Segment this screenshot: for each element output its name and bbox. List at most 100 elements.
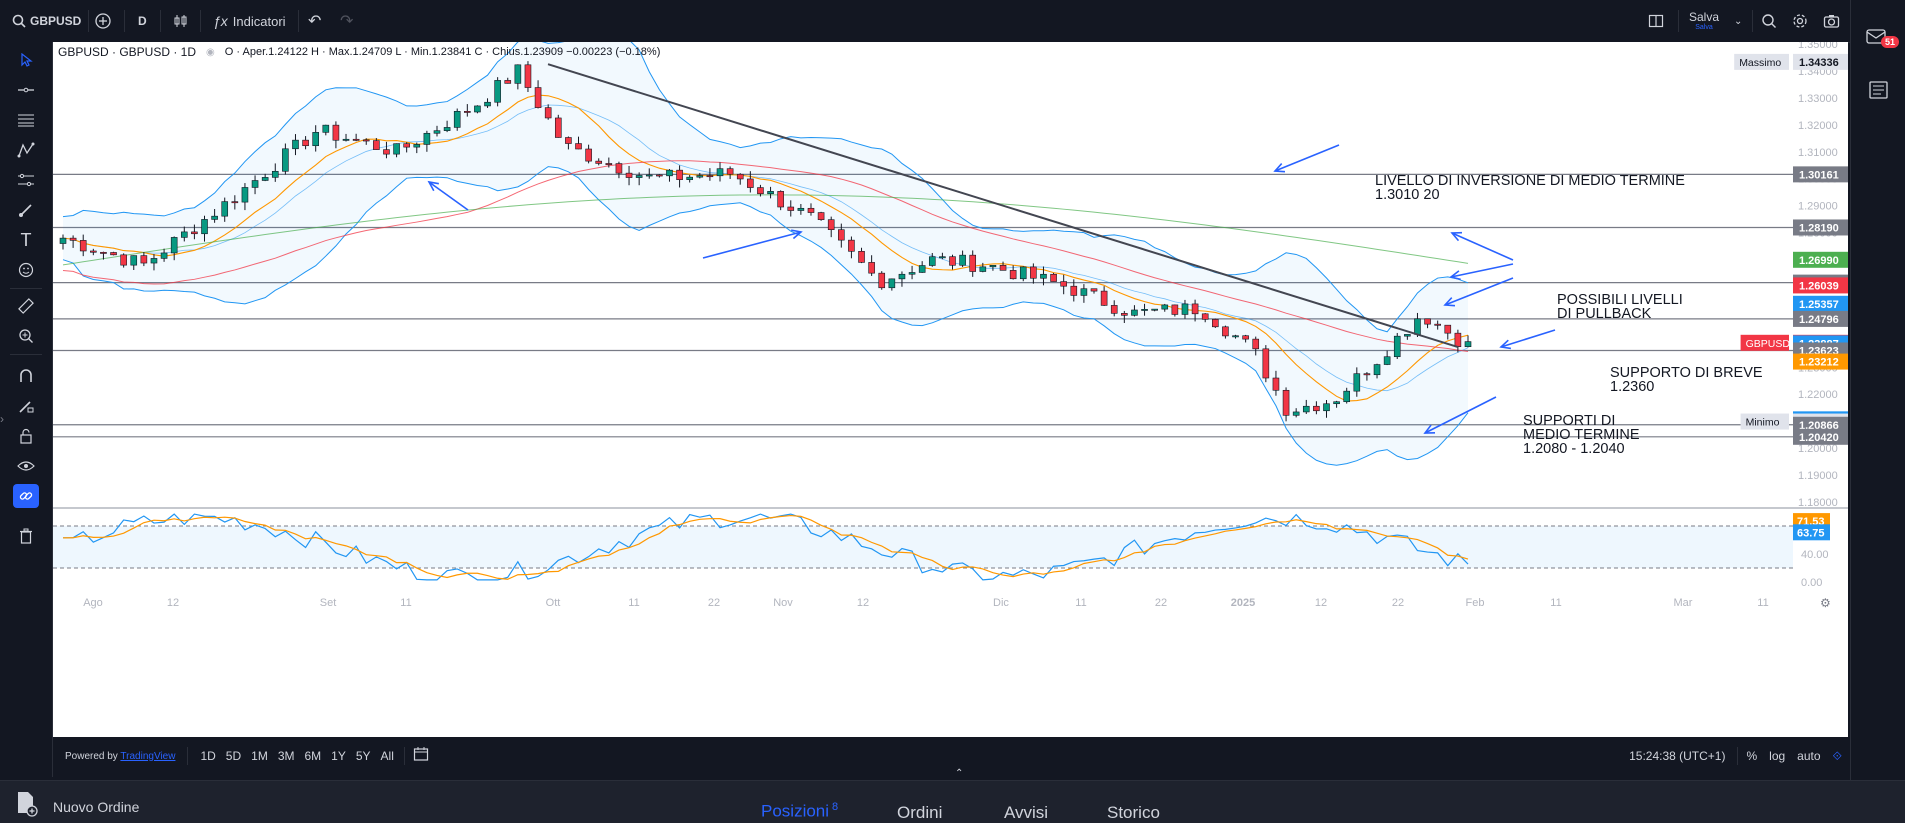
candle-body bbox=[959, 254, 966, 266]
price-chart[interactable]: 1.350001.340001.330001.320001.310001.300… bbox=[53, 30, 1848, 737]
range-5y[interactable]: 5Y bbox=[355, 749, 371, 763]
new-order-button[interactable] bbox=[16, 791, 38, 822]
log-toggle[interactable]: log bbox=[1769, 749, 1786, 763]
text-tool[interactable]: T bbox=[13, 228, 39, 252]
candle-body bbox=[1171, 304, 1179, 315]
annotation-arrow-head bbox=[1499, 339, 1512, 350]
compare-symbol-button[interactable] bbox=[95, 0, 111, 42]
legend-eye-icon[interactable]: ◉ bbox=[206, 46, 215, 58]
quick-search-button[interactable] bbox=[1761, 0, 1777, 42]
new-order-label[interactable]: Nuovo Ordine bbox=[53, 799, 140, 815]
lock-tool[interactable] bbox=[13, 424, 39, 448]
time-tick: Feb bbox=[1466, 597, 1485, 609]
time-tick: 11 bbox=[628, 597, 639, 609]
zoom-tool[interactable] bbox=[13, 324, 39, 348]
prediction-tool[interactable] bbox=[13, 168, 39, 192]
collapse-toolbar-icon[interactable]: › bbox=[0, 412, 4, 426]
range-1y[interactable]: 1Y bbox=[331, 749, 346, 763]
time-tick: Ott bbox=[546, 597, 561, 609]
save-menu-button[interactable]: ⌄ bbox=[1734, 0, 1742, 42]
layout-button[interactable] bbox=[1648, 0, 1664, 42]
chart-legend: GBPUSD · GBPUSD · 1D ◉ O · Aper.1.24122 … bbox=[58, 45, 660, 59]
candle-body bbox=[1009, 270, 1017, 280]
range-all[interactable]: All bbox=[380, 749, 394, 763]
expand-panel-icon[interactable]: ⌃ bbox=[955, 768, 964, 779]
range-6m[interactable]: 6M bbox=[304, 749, 322, 763]
cursor-tool[interactable] bbox=[13, 48, 39, 72]
candle-body bbox=[150, 258, 158, 264]
percent-toggle[interactable]: % bbox=[1746, 749, 1758, 763]
eye-icon bbox=[17, 461, 35, 471]
legend-ohlc: O · Aper.1.24122 H · Max.1.24709 L · Min… bbox=[224, 46, 661, 58]
redo-button[interactable]: ↷ bbox=[340, 0, 353, 42]
candle-body bbox=[706, 175, 714, 178]
annotation-arrow bbox=[1274, 144, 1340, 172]
smiley-icon bbox=[18, 262, 34, 278]
stay-drawing-tool[interactable] bbox=[13, 394, 39, 418]
save-button[interactable]: Salva Salva bbox=[1689, 0, 1719, 42]
candle-body bbox=[211, 215, 218, 220]
candle-body bbox=[554, 117, 562, 138]
magnet-tool[interactable] bbox=[13, 364, 39, 388]
goto-date-button[interactable] bbox=[413, 746, 429, 767]
bollinger-basis-line bbox=[62, 104, 1469, 392]
emoji-tool[interactable] bbox=[13, 258, 39, 282]
range-1m[interactable]: 1M bbox=[251, 749, 268, 763]
tab-history[interactable]: Storico bbox=[1107, 803, 1160, 822]
range-1d[interactable]: 1D bbox=[200, 749, 216, 763]
candle-body bbox=[302, 139, 309, 147]
messages-button[interactable]: 51 bbox=[1866, 28, 1900, 51]
hide-tool[interactable] bbox=[13, 454, 39, 478]
chart-settings-icon[interactable]: ⟐ bbox=[1832, 748, 1842, 763]
candle-body bbox=[827, 219, 835, 230]
candle-body bbox=[1141, 309, 1148, 311]
snapshot-button[interactable] bbox=[1823, 0, 1840, 42]
candle-body bbox=[635, 175, 643, 178]
candle-body bbox=[1434, 323, 1441, 326]
interval-button[interactable]: D bbox=[138, 14, 147, 28]
tab-orders[interactable]: Ordini bbox=[897, 803, 943, 822]
price-label-box bbox=[1793, 295, 1848, 312]
annotation-arrow-head bbox=[791, 229, 803, 240]
settings-button[interactable] bbox=[1792, 0, 1808, 42]
oscillator-tick: 40.00 bbox=[1801, 549, 1829, 561]
chart-type-button[interactable] bbox=[173, 0, 189, 42]
text-icon: T bbox=[20, 229, 32, 250]
trendline-tool[interactable] bbox=[13, 78, 39, 102]
news-button[interactable] bbox=[1867, 80, 1889, 105]
candle-body bbox=[1090, 288, 1098, 292]
remove-drawings-tool[interactable] bbox=[13, 524, 39, 548]
sync-drawings-tool[interactable] bbox=[13, 484, 39, 508]
fib-tool[interactable] bbox=[13, 108, 39, 132]
candle-body bbox=[1444, 324, 1452, 334]
undo-button[interactable]: ↶ bbox=[308, 0, 321, 42]
symbol-label: GBPUSD bbox=[30, 14, 82, 28]
candle-body bbox=[969, 254, 977, 272]
candle-body bbox=[939, 256, 946, 259]
candle-body bbox=[575, 143, 582, 150]
pattern-tool[interactable] bbox=[13, 138, 39, 162]
tab-alerts[interactable]: Avvisi bbox=[1004, 803, 1049, 822]
symbol-search-button[interactable]: GBPUSD bbox=[12, 0, 81, 42]
candle-body bbox=[494, 80, 501, 103]
tradingview-link[interactable]: TradingView bbox=[120, 750, 176, 762]
measure-tool[interactable] bbox=[13, 294, 39, 318]
indicators-button[interactable]: ƒx Indicatori bbox=[213, 0, 286, 42]
tab-positions[interactable]: Posizioni 8 bbox=[761, 801, 838, 822]
range-5d[interactable]: 5D bbox=[225, 749, 242, 763]
redo-icon: ↷ bbox=[340, 13, 354, 30]
range-3m[interactable]: 3M bbox=[277, 749, 295, 763]
chart-area[interactable]: 1.350001.340001.330001.320001.310001.300… bbox=[53, 30, 1848, 737]
price-tick: 1.29000 bbox=[1798, 201, 1838, 213]
candle-body bbox=[332, 124, 340, 141]
brush-tool[interactable] bbox=[13, 198, 39, 222]
oscillator-k-line bbox=[62, 513, 1469, 581]
bollinger-fill bbox=[63, 31, 1468, 466]
candle-body bbox=[1252, 338, 1260, 350]
candle-body bbox=[838, 229, 845, 241]
auto-toggle[interactable]: auto bbox=[1797, 749, 1821, 763]
candle-body bbox=[656, 174, 663, 177]
notification-badge: 51 bbox=[1881, 36, 1900, 48]
clock[interactable]: 15:24:38 (UTC+1) bbox=[1629, 749, 1726, 763]
candle-body bbox=[201, 219, 208, 235]
